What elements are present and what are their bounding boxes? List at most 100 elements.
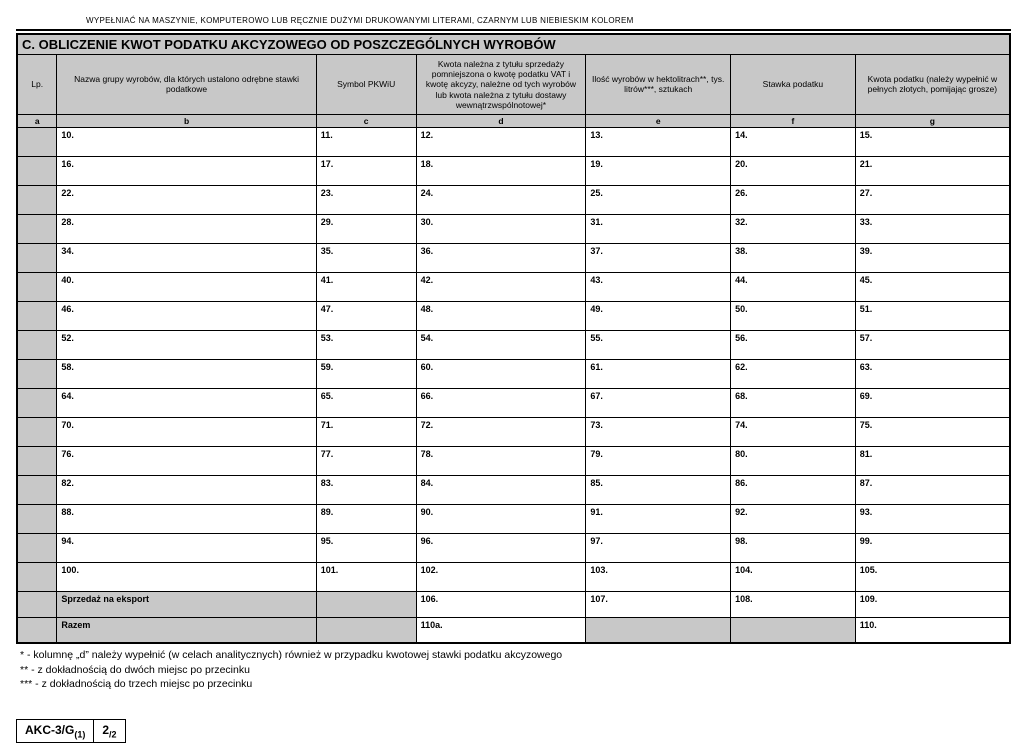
cell-c[interactable]: 59. xyxy=(316,359,416,388)
cell-f[interactable]: 98. xyxy=(731,533,856,562)
cell-d[interactable]: 18. xyxy=(416,156,586,185)
cell-g[interactable]: 45. xyxy=(855,272,1010,301)
cell-d[interactable]: 102. xyxy=(416,562,586,591)
cell-e[interactable]: 61. xyxy=(586,359,731,388)
cell-c[interactable]: 89. xyxy=(316,504,416,533)
cell-c[interactable]: 23. xyxy=(316,185,416,214)
cell-f[interactable]: 44. xyxy=(731,272,856,301)
cell-b[interactable]: 88. xyxy=(57,504,316,533)
cell-g[interactable]: 57. xyxy=(855,330,1010,359)
cell-c[interactable]: 95. xyxy=(316,533,416,562)
cell-f[interactable]: 68. xyxy=(731,388,856,417)
cell-e[interactable]: 85. xyxy=(586,475,731,504)
cell-e[interactable]: 79. xyxy=(586,446,731,475)
cell-f[interactable]: 32. xyxy=(731,214,856,243)
cell-e[interactable]: 25. xyxy=(586,185,731,214)
cell-e[interactable]: 31. xyxy=(586,214,731,243)
cell-b[interactable]: 70. xyxy=(57,417,316,446)
cell-g[interactable]: 15. xyxy=(855,127,1010,156)
cell-b[interactable]: 94. xyxy=(57,533,316,562)
table-row: 82.83.84.85.86.87. xyxy=(17,475,1010,504)
cell-b[interactable]: 10. xyxy=(57,127,316,156)
cell-e[interactable]: 97. xyxy=(586,533,731,562)
cell-e[interactable]: 19. xyxy=(586,156,731,185)
cell-f[interactable]: 20. xyxy=(731,156,856,185)
letter-row: a b c d e f g xyxy=(17,114,1010,127)
cell-g[interactable]: 27. xyxy=(855,185,1010,214)
cell-b[interactable]: 46. xyxy=(57,301,316,330)
cell-c[interactable]: 17. xyxy=(316,156,416,185)
cell-e[interactable]: 55. xyxy=(586,330,731,359)
cell-b[interactable]: 34. xyxy=(57,243,316,272)
cell-d[interactable]: 66. xyxy=(416,388,586,417)
cell-f[interactable]: 50. xyxy=(731,301,856,330)
cell-d[interactable]: 72. xyxy=(416,417,586,446)
cell-b[interactable]: 64. xyxy=(57,388,316,417)
cell-g[interactable]: 51. xyxy=(855,301,1010,330)
cell-d[interactable]: 78. xyxy=(416,446,586,475)
cell-f[interactable]: 86. xyxy=(731,475,856,504)
cell-f[interactable]: 38. xyxy=(731,243,856,272)
cell-f[interactable]: 14. xyxy=(731,127,856,156)
cell-g[interactable]: 33. xyxy=(855,214,1010,243)
cell-e[interactable]: 67. xyxy=(586,388,731,417)
cell-b[interactable]: 28. xyxy=(57,214,316,243)
cell-b[interactable]: 58. xyxy=(57,359,316,388)
letter-d: d xyxy=(416,114,586,127)
cell-d[interactable]: 84. xyxy=(416,475,586,504)
cell-f[interactable]: 26. xyxy=(731,185,856,214)
cell-b[interactable]: 76. xyxy=(57,446,316,475)
cell-e[interactable]: 73. xyxy=(586,417,731,446)
cell-d[interactable]: 96. xyxy=(416,533,586,562)
cell-g[interactable]: 75. xyxy=(855,417,1010,446)
cell-d[interactable]: 90. xyxy=(416,504,586,533)
cell-f[interactable]: 56. xyxy=(731,330,856,359)
cell-d[interactable]: 60. xyxy=(416,359,586,388)
cell-b[interactable]: 40. xyxy=(57,272,316,301)
cell-d[interactable]: 36. xyxy=(416,243,586,272)
cell-d[interactable]: 12. xyxy=(416,127,586,156)
cell-c[interactable]: 77. xyxy=(316,446,416,475)
cell-g[interactable]: 21. xyxy=(855,156,1010,185)
cell-d[interactable]: 24. xyxy=(416,185,586,214)
cell-d[interactable]: 48. xyxy=(416,301,586,330)
cell-f[interactable]: 62. xyxy=(731,359,856,388)
cell-c[interactable]: 11. xyxy=(316,127,416,156)
cell-c[interactable]: 71. xyxy=(316,417,416,446)
cell-b[interactable]: 22. xyxy=(57,185,316,214)
cell-c[interactable]: 35. xyxy=(316,243,416,272)
cell-c[interactable]: 53. xyxy=(316,330,416,359)
cell-e[interactable]: 37. xyxy=(586,243,731,272)
cell-c[interactable]: 65. xyxy=(316,388,416,417)
cell-c[interactable]: 101. xyxy=(316,562,416,591)
cell-g[interactable]: 69. xyxy=(855,388,1010,417)
cell-e[interactable]: 49. xyxy=(586,301,731,330)
cell-b[interactable]: 82. xyxy=(57,475,316,504)
cell-e[interactable]: 91. xyxy=(586,504,731,533)
cell-c[interactable]: 29. xyxy=(316,214,416,243)
cell-g[interactable]: 87. xyxy=(855,475,1010,504)
cell-g[interactable]: 63. xyxy=(855,359,1010,388)
cell-g[interactable]: 99. xyxy=(855,533,1010,562)
cell-f[interactable]: 74. xyxy=(731,417,856,446)
header-d: Kwota należna z tytułu sprzedaży pomniej… xyxy=(416,55,586,115)
cell-c[interactable]: 47. xyxy=(316,301,416,330)
cell-c[interactable]: 41. xyxy=(316,272,416,301)
cell-e[interactable]: 43. xyxy=(586,272,731,301)
cell-g[interactable]: 93. xyxy=(855,504,1010,533)
cell-d[interactable]: 54. xyxy=(416,330,586,359)
cell-d[interactable]: 30. xyxy=(416,214,586,243)
cell-g[interactable]: 39. xyxy=(855,243,1010,272)
cell-f[interactable]: 104. xyxy=(731,562,856,591)
cell-c[interactable]: 83. xyxy=(316,475,416,504)
cell-f[interactable]: 92. xyxy=(731,504,856,533)
cell-g[interactable]: 105. xyxy=(855,562,1010,591)
cell-d[interactable]: 42. xyxy=(416,272,586,301)
cell-f[interactable]: 80. xyxy=(731,446,856,475)
cell-g[interactable]: 81. xyxy=(855,446,1010,475)
cell-b[interactable]: 52. xyxy=(57,330,316,359)
cell-e[interactable]: 103. xyxy=(586,562,731,591)
cell-b[interactable]: 16. xyxy=(57,156,316,185)
cell-e[interactable]: 13. xyxy=(586,127,731,156)
cell-b[interactable]: 100. xyxy=(57,562,316,591)
